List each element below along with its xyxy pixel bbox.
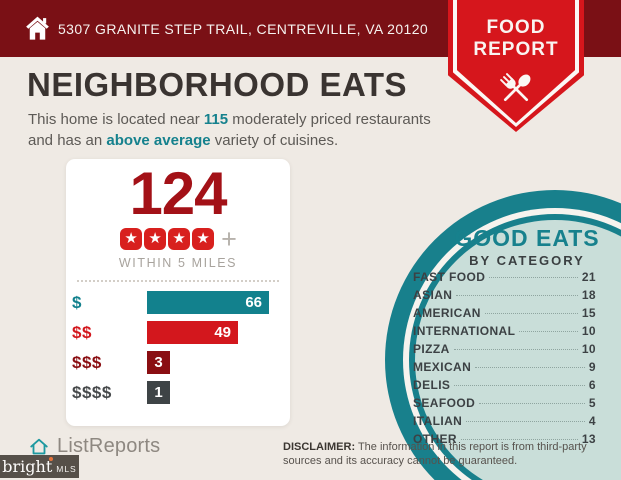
category-label: ASIAN [413,288,453,302]
crossed-utensils-icon [500,73,531,102]
category-label: FAST FOOD [413,270,486,284]
food-report-ribbon: FOOD REPORT [448,0,584,132]
category-value: 6 [588,378,596,392]
dotted-divider [77,280,279,282]
badge-title-line1: FOOD [486,17,546,38]
category-row: PIZZA 10 [413,342,596,360]
price-tier-bar-chart: $66 $$ 49 $$$ 3 $$$$ 1 [66,291,290,404]
category-value: 4 [588,414,596,428]
listreports-house-icon [30,438,48,454]
intro-part: This home is located near [28,111,204,128]
listreports-logo: ListReports [28,435,160,458]
category-value: 10 [581,324,596,338]
category-label: DELIS [413,378,451,392]
price-tier-label: $$$ [72,352,102,372]
price-tier-bar: 1 [147,381,170,404]
bright-mls-logo: bright MLS [0,455,79,478]
category-value: 21 [581,270,596,284]
category-label: MEXICAN [413,360,472,374]
price-bar-row: $$$ 3 [72,351,290,374]
dotted-leader [489,277,578,278]
good-eats-title: GOOD EATS [454,225,600,251]
category-value: 5 [588,396,596,410]
page-title: NEIGHBORHOOD EATS [27,66,408,103]
dotted-leader [454,385,585,386]
category-label: ITALIAN [413,414,463,428]
radius-label: WITHIN 5 MILES [118,256,238,270]
intro-part: moderately priced restaurants and has an [28,111,431,149]
listreports-wordmark: ListReports [57,435,161,457]
price-tier-bar: 66 [147,291,269,314]
badge-title-line2: REPORT [473,39,559,60]
intro-text: This home is located near 115 moderately… [28,110,440,151]
category-row: ITALIAN 4 [413,414,596,432]
category-row: AMERICAN 15 [413,306,596,324]
category-value: 10 [581,342,596,356]
category-value: 9 [588,360,596,374]
good-eats-subtitle: BY CATEGORY [469,253,585,268]
ribbon-content: FOOD REPORT [448,0,584,116]
category-label: INTERNATIONAL [413,324,516,338]
category-row: MEXICAN 9 [413,360,596,378]
dotted-leader [484,313,578,314]
disclaimer-text: DISCLAIMER: The information in this repo… [283,441,587,468]
price-tier-value: 1 [154,384,163,401]
category-value: 18 [581,288,596,302]
price-tier-value: 3 [154,354,163,371]
category-row: ASIAN 18 [413,288,596,306]
star-icon: ★ [192,228,215,250]
category-list: FAST FOOD 21 ASIAN 18 AMERICAN 15 INTERNATIONA… [413,270,596,450]
dotted-leader [479,403,585,404]
category-label: SEAFOOD [413,396,476,410]
price-bar-row: $$ 49 [72,321,290,344]
intro-part: variety of cuisines. [210,131,339,149]
category-row: FAST FOOD 21 [413,270,596,288]
category-row: SEAFOOD 5 [413,396,596,414]
star-boxes: ★ ★ ★ ★ [119,228,215,250]
dotted-leader [453,349,578,350]
bright-wordmark: bright [2,456,54,476]
star-icon: ★ [120,228,143,250]
dotted-leader [461,439,578,440]
price-bar-row: $66 [72,291,290,314]
category-label: PIZZA [413,342,450,356]
price-tier-bar: 3 [147,351,170,374]
price-tier-value: 49 [214,324,231,341]
category-value: 15 [581,306,596,320]
disclaimer-label: DISCLAIMER: [283,441,356,453]
category-label: OTHER [413,432,457,446]
price-bar-row: $$$$ 1 [72,381,290,404]
restaurant-count-highlight: 115 [203,111,229,128]
category-row: INTERNATIONAL 10 [413,324,596,342]
star-rating: ★ ★ ★ ★ + [66,224,290,254]
variety-highlight: above average [106,131,211,149]
house-icon [26,16,49,40]
category-label: AMERICAN [413,306,481,320]
star-icon: ★ [168,228,191,250]
property-address: 5307 GRANITE STEP TRAIL, CENTREVILLE, VA… [58,20,429,37]
dotted-leader [456,295,578,296]
dotted-leader [475,367,585,368]
price-tier-label: $$$$ [72,382,112,402]
price-tier-value: 66 [245,294,262,311]
good-eats-header: GOOD EATS BY CATEGORY [417,225,621,268]
restaurant-stats-card: 124 ★ ★ ★ ★ + WITHIN 5 MILES $66 $$ 49 $$$ 3 $$$… [66,159,290,426]
restaurant-total-count: 124 [129,160,227,227]
category-value: 13 [581,432,596,446]
dotted-leader [519,331,578,332]
star-icon: ★ [144,228,167,250]
price-tier-label: $$ [72,322,92,342]
bright-mls-label: MLS [56,463,77,474]
rating-plus-sign: + [221,224,237,254]
bright-orange-mark [49,456,54,461]
category-row: DELIS 6 [413,378,596,396]
price-tier-label: $ [72,292,82,312]
dotted-leader [466,421,585,422]
price-tier-bar: 49 [147,321,238,344]
category-row: OTHER 13 [413,432,596,450]
